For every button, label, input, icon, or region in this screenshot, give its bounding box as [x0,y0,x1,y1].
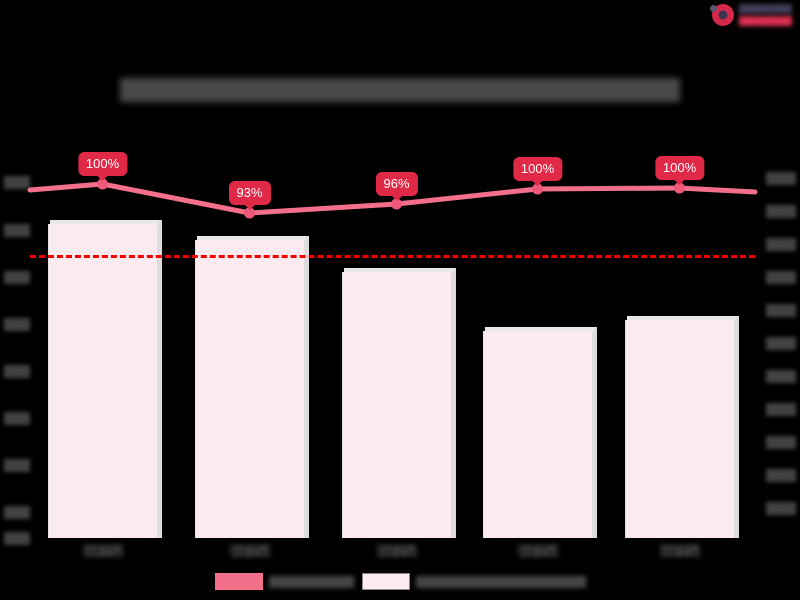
right-axis-tick-label [766,337,796,350]
bar-side-face [592,327,597,538]
legend-item-bar[interactable]: REDACTED [361,573,586,590]
right-axis-tick-label [766,469,796,482]
right-axis-tick-label [766,271,796,284]
bar-front-face [195,240,304,538]
left-axis-tick-label [4,532,30,545]
logo-line-2: REDACTED [738,16,792,26]
left-axis-tick-label [4,271,30,284]
bar-top-face [197,236,306,241]
bar-side-face [157,220,162,538]
right-axis-tick-label [766,403,796,416]
data-label-badge: 96% [375,172,418,201]
chart-title: REDACTED [120,78,680,102]
right-axis-tick-label [766,172,796,185]
left-axis-tick-label [4,412,30,425]
data-label-badge: 100% [654,156,705,185]
legend-swatch-bar [361,573,410,590]
bar-column[interactable] [483,327,597,538]
bar-top-face [50,220,159,225]
right-axis-tick-label [766,205,796,218]
x-axis-tick-label: REDACTED [376,545,465,562]
right-axis-tick-label [766,502,796,515]
x-axis-tick-label: REDACTED [229,545,318,562]
bar-front-face [48,224,157,538]
target-reference-line [30,255,755,258]
bar-column[interactable] [342,268,456,538]
bar-column[interactable] [48,220,162,538]
logo-wordmark: REDACTED REDACTED [738,4,792,26]
legend-item-line[interactable]: REDACTED [214,573,354,590]
x-axis-tick-label: REDACTED [82,545,171,562]
legend-label-bar: REDACTED [415,575,586,588]
bar-side-face [304,236,309,538]
left-axis-tick-label [4,224,30,237]
bar-front-face [625,320,734,538]
x-axis-tick-label: REDACTED [659,545,748,562]
brand-logo: REDACTED REDACTED [709,4,792,26]
bar-top-face [344,268,453,273]
right-axis-tick-label [766,370,796,383]
right-axis-tick-label [766,238,796,251]
bar-column[interactable] [195,236,309,538]
legend-swatch-line [214,573,263,590]
bar-side-face [451,268,456,538]
left-axis-tick-label [4,459,30,472]
left-axis-tick-label [4,506,30,519]
right-axis-tick-label [766,436,796,449]
bar-top-face [485,327,594,332]
left-axis-tick-label [4,176,30,189]
data-label-badge: 100% [512,157,563,186]
logo-line-1: REDACTED [738,4,792,14]
legend-label-line: REDACTED [268,575,354,588]
bar-top-face [627,316,736,321]
logo-circle-icon [709,4,734,26]
left-axis-tick-label [4,365,30,378]
x-axis-tick-label: REDACTED [517,545,606,562]
bar-front-face [342,272,451,538]
right-axis-tick-label [766,304,796,317]
left-axis-tick-label [4,318,30,331]
bar-front-face [483,331,592,538]
data-label-badge: 93% [228,181,271,210]
bar-column[interactable] [625,316,739,538]
bar-side-face [734,316,739,538]
data-label-badge: 100% [77,152,128,181]
chart-legend: REDACTED REDACTED [0,573,800,590]
